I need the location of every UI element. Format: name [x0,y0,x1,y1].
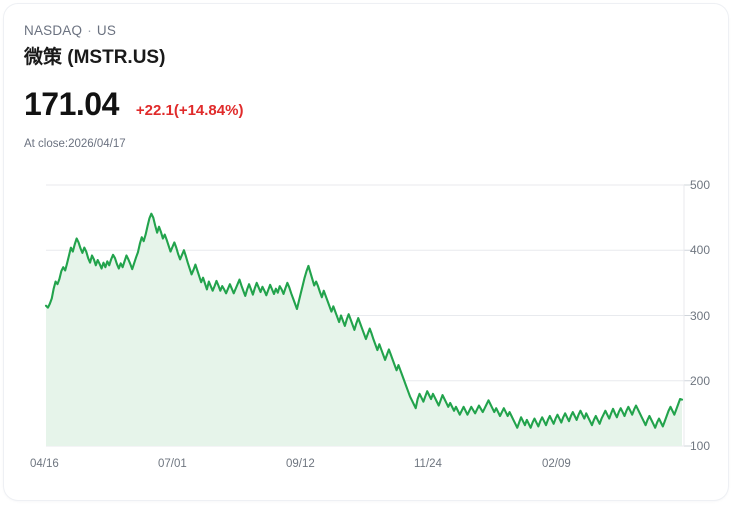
price-chart[interactable]: 500 400 300 200 100 04/16 07/01 09/12 11/24 02/0… [4,164,728,484]
x-axis-tick: 02/09 [542,458,571,470]
x-axis-tick: 11/24 [414,458,442,470]
price-value: 171.04 [24,86,119,122]
x-axis-tick: 04/16 [30,458,59,470]
chart-canvas [44,184,692,447]
price-change: +22.1(+14.84%) [135,102,244,119]
page-title: 微策 (MSTR.US) [24,47,166,68]
y-axis-tick: 100 [690,439,711,453]
y-axis-tick: 500 [690,178,711,192]
quote-header: NASDAQ · US 微策 (MSTR.US) 171.04 +22.1(+14.… [24,22,684,152]
exchange-label: NASDAQ [24,23,83,38]
region-label: US [96,23,117,38]
chart-line [44,212,684,429]
chart-area-fill [46,213,682,446]
x-axis-tick: 07/01 [158,458,187,470]
close-timestamp: At close:2026/04/17 [24,138,126,150]
y-axis-tick: 300 [690,308,711,323]
stock-quote-card: NASDAQ · US 微策 (MSTR.US) 171.04 +22.1(+14.… [4,4,728,500]
y-axis-tick: 200 [690,373,711,388]
x-axis-tick: 09/12 [286,458,315,470]
exchange-region-row: NASDAQ · US [24,22,684,40]
price-row: 171.04 +22.1(+14.84%) [24,86,684,122]
separator-dot: · [87,23,92,38]
y-axis-tick: 400 [690,243,711,258]
